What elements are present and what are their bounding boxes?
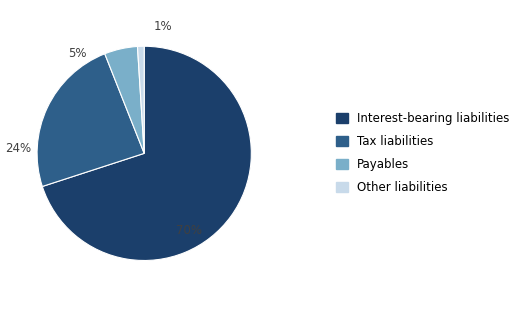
Text: 24%: 24% [5, 141, 31, 155]
Wedge shape [105, 46, 144, 153]
Legend: Interest-bearing liabilities, Tax liabilities, Payables, Other liabilities: Interest-bearing liabilities, Tax liabil… [332, 109, 513, 198]
Text: 5%: 5% [68, 47, 87, 60]
Wedge shape [138, 46, 144, 153]
Wedge shape [42, 46, 251, 260]
Text: 70%: 70% [176, 224, 202, 237]
Text: 1%: 1% [154, 20, 173, 33]
Wedge shape [37, 54, 144, 187]
